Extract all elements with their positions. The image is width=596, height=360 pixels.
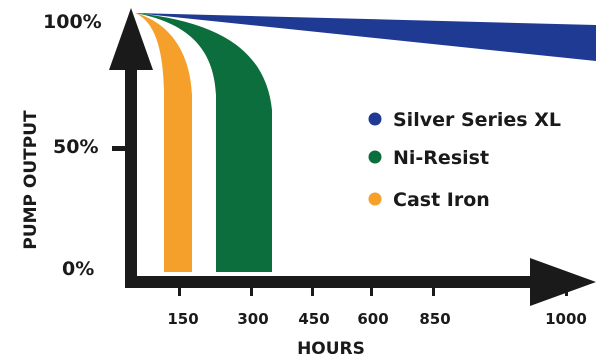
x-tick-label-450: 450	[298, 310, 329, 328]
x-tick-mark-600	[370, 287, 373, 296]
y-axis-title: PUMP OUTPUT	[21, 110, 41, 250]
y-axis-line	[125, 40, 137, 288]
x-tick-label-300: 300	[237, 310, 268, 328]
x-tick-mark-300	[250, 287, 253, 296]
x-tick-label-1000: 1000	[545, 310, 587, 328]
legend-label-silver-series-xl: Silver Series XL	[393, 109, 561, 131]
y-tick-label-0: 0%	[62, 258, 94, 280]
y-tick-label-100: 100%	[43, 11, 102, 33]
x-tick-mark-850	[432, 287, 435, 296]
y-tick-mark-50	[112, 146, 126, 151]
x-tick-mark-150	[178, 287, 181, 296]
legend: Silver Series XL Ni-Resist Cast Iron	[368, 109, 561, 211]
legend-marker-silver-series-xl	[368, 112, 382, 126]
y-axis-arrow	[109, 8, 153, 70]
x-tick-label-600: 600	[357, 310, 388, 328]
x-axis-line	[125, 276, 550, 288]
x-axis-title: HOURS	[297, 339, 365, 359]
legend-label-cast-iron: Cast Iron	[393, 189, 490, 211]
x-tick-label-150: 150	[167, 310, 198, 328]
legend-marker-ni-resist	[368, 150, 382, 164]
x-tick-marks	[178, 287, 568, 296]
x-tick-mark-1000	[565, 287, 568, 296]
legend-marker-cast-iron	[368, 192, 382, 206]
y-tick-label-50: 50%	[53, 136, 98, 158]
series-area-silver-series-xl	[135, 13, 596, 61]
x-tick-mark-450	[311, 287, 314, 296]
legend-label-ni-resist: Ni-Resist	[393, 147, 489, 169]
x-axis-arrow	[530, 258, 596, 306]
series-area-cast-iron	[135, 13, 192, 272]
x-tick-label-850: 850	[419, 310, 450, 328]
series-area-ni-resist	[135, 13, 272, 272]
